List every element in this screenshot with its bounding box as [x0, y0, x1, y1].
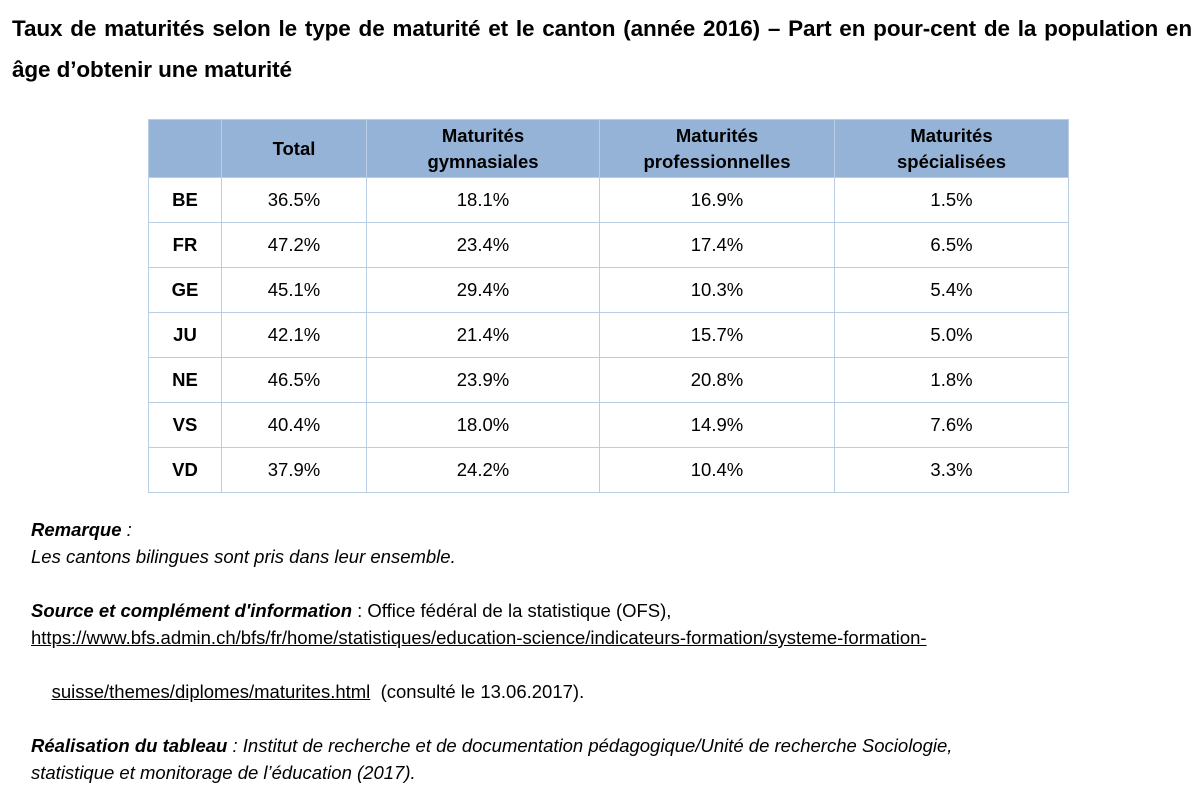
cell-canton: GE	[148, 267, 222, 313]
header-gymnasiales-label: Maturités gymnasiales	[427, 124, 539, 172]
cell-gymnasiales: 23.4%	[366, 222, 600, 268]
cell-canton: NE	[148, 357, 222, 403]
cell-canton: BE	[148, 177, 222, 223]
realisation-text: : Institut de recherche et de documentat…	[227, 735, 953, 756]
cell-canton: FR	[148, 222, 222, 268]
header-canton	[148, 119, 222, 178]
source-url-line1: https://www.bfs.admin.ch/bfs/fr/home/sta…	[31, 624, 1191, 651]
notes-section: Remarque : Les cantons bilingues sont pr…	[31, 516, 1191, 786]
cell-total: 42.1%	[221, 312, 367, 358]
source-label: Source et complément d'information	[31, 600, 352, 621]
cell-professionnelles: 17.4%	[599, 222, 835, 268]
cell-specialisees: 5.4%	[834, 267, 1069, 313]
cell-specialisees: 7.6%	[834, 402, 1069, 448]
cell-canton: JU	[148, 312, 222, 358]
cell-gymnasiales: 21.4%	[366, 312, 600, 358]
cell-total: 36.5%	[221, 177, 367, 223]
remarque-heading: Remarque :	[31, 516, 1191, 543]
cell-total: 46.5%	[221, 357, 367, 403]
cell-canton: VS	[148, 402, 222, 448]
source-link-continued[interactable]: suisse/themes/diplomes/maturites.html	[51, 681, 371, 702]
realisation-label: Réalisation du tableau	[31, 735, 228, 756]
header-total: Total	[221, 119, 367, 178]
cell-gymnasiales: 29.4%	[366, 267, 600, 313]
cell-specialisees: 1.8%	[834, 357, 1069, 403]
cell-specialisees: 3.3%	[834, 447, 1069, 493]
table-row: VD 37.9% 24.2% 10.4% 3.3%	[148, 447, 1069, 493]
cell-professionnelles: 16.9%	[599, 177, 835, 223]
header-gymnasiales: Maturités gymnasiales	[366, 119, 600, 178]
table-row: FR 47.2% 23.4% 17.4% 6.5%	[148, 222, 1069, 268]
cell-gymnasiales: 24.2%	[366, 447, 600, 493]
page-title: Taux de maturités selon le type de matur…	[12, 16, 1192, 82]
header-professionnelles: Maturités professionnelles	[599, 119, 835, 178]
realisation-line: Réalisation du tableau : Institut de rec…	[31, 732, 1191, 759]
source-url-line2: suisse/themes/diplomes/maturites.html (c…	[31, 651, 1191, 732]
cell-specialisees: 6.5%	[834, 222, 1069, 268]
remarque-separator: :	[121, 519, 132, 540]
source-text: : Office fédéral de la statistique (OFS)…	[352, 600, 672, 621]
table-row: BE 36.5% 18.1% 16.9% 1.5%	[148, 177, 1069, 223]
table-row: GE 45.1% 29.4% 10.3% 5.4%	[148, 267, 1069, 313]
remarque-text: Les cantons bilingues sont pris dans leu…	[31, 546, 456, 567]
remarque-label: Remarque	[31, 519, 122, 540]
maturity-rates-table-container: Total Maturités gymnasiales Maturités pr…	[148, 119, 1069, 493]
table-row: NE 46.5% 23.9% 20.8% 1.8%	[148, 357, 1069, 403]
source-line: Source et complément d'information : Off…	[31, 597, 1191, 624]
cell-total: 47.2%	[221, 222, 367, 268]
realisation-text-continued: statistique et monitorage de l’éducation…	[31, 762, 416, 783]
cell-specialisees: 5.0%	[834, 312, 1069, 358]
source-consulted: (consulté le 13.06.2017).	[370, 681, 585, 702]
table-header-row: Total Maturités gymnasiales Maturités pr…	[148, 119, 1069, 178]
cell-professionnelles: 20.8%	[599, 357, 835, 403]
cell-gymnasiales: 18.1%	[366, 177, 600, 223]
table-row: VS 40.4% 18.0% 14.9% 7.6%	[148, 402, 1069, 448]
cell-total: 37.9%	[221, 447, 367, 493]
cell-total: 40.4%	[221, 402, 367, 448]
maturity-rates-table: Total Maturités gymnasiales Maturités pr…	[148, 119, 1069, 493]
cell-professionnelles: 14.9%	[599, 402, 835, 448]
cell-professionnelles: 10.3%	[599, 267, 835, 313]
cell-gymnasiales: 23.9%	[366, 357, 600, 403]
table-header: Total Maturités gymnasiales Maturités pr…	[148, 119, 1069, 178]
header-specialisees: Maturités spécialisées	[834, 119, 1069, 178]
header-professionnelles-label: Maturités professionnelles	[643, 124, 791, 172]
cell-total: 45.1%	[221, 267, 367, 313]
source-link[interactable]: https://www.bfs.admin.ch/bfs/fr/home/sta…	[31, 627, 927, 648]
cell-professionnelles: 15.7%	[599, 312, 835, 358]
cell-canton: VD	[148, 447, 222, 493]
table-row: JU 42.1% 21.4% 15.7% 5.0%	[148, 312, 1069, 358]
cell-professionnelles: 10.4%	[599, 447, 835, 493]
header-specialisees-label: Maturités spécialisées	[896, 124, 1007, 172]
cell-specialisees: 1.5%	[834, 177, 1069, 223]
table-body: BE 36.5% 18.1% 16.9% 1.5% FR 47.2% 23.4%…	[148, 177, 1069, 493]
cell-gymnasiales: 18.0%	[366, 402, 600, 448]
